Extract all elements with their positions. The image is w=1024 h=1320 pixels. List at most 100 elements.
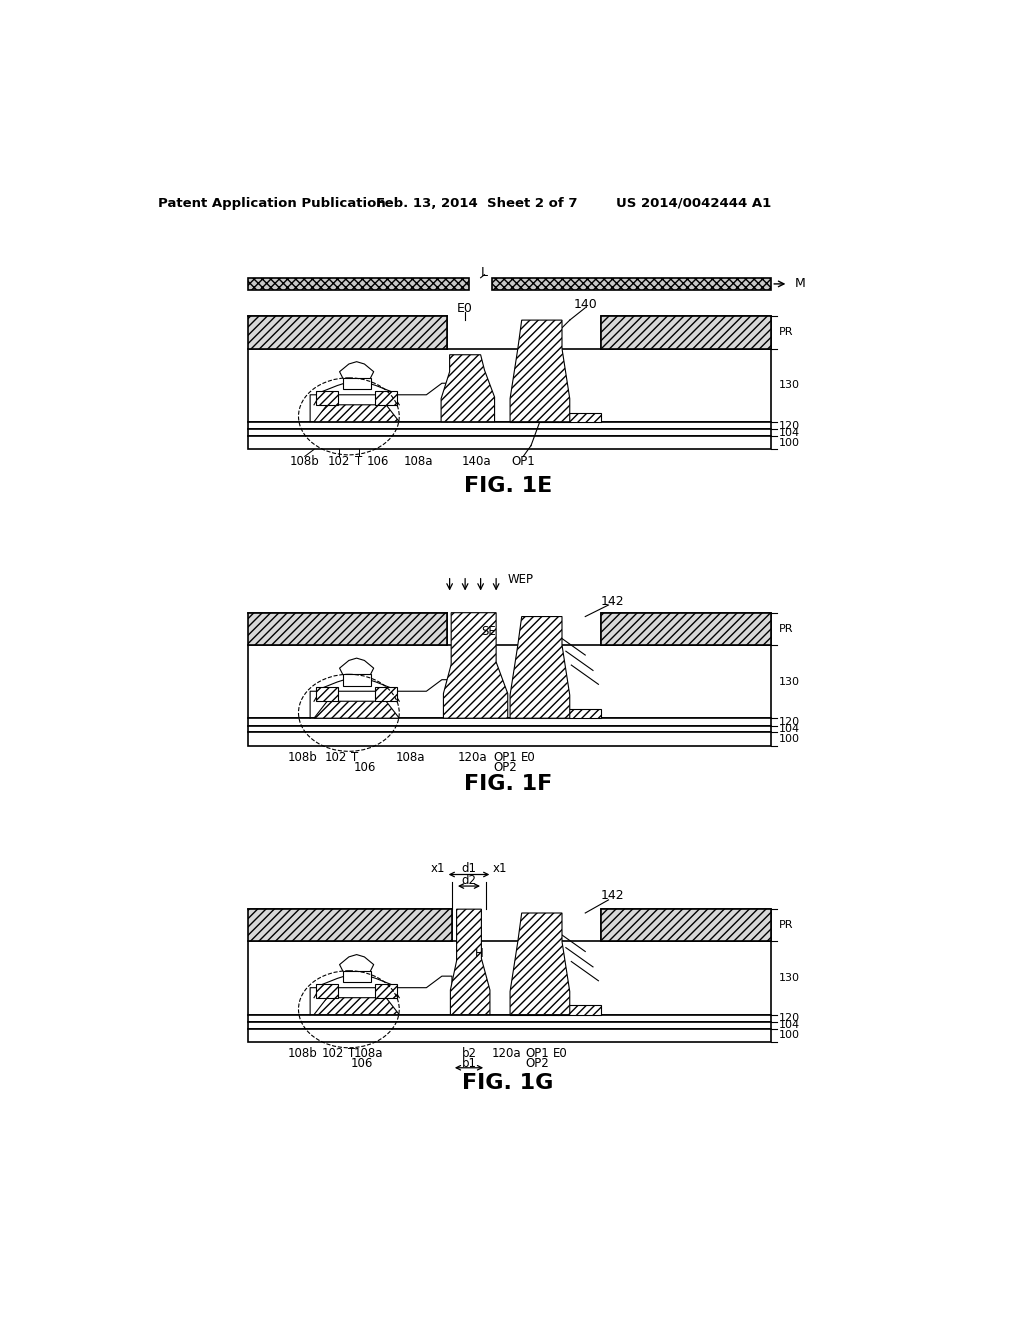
Text: FIG. 1E: FIG. 1E (464, 475, 552, 495)
Bar (248, 718, 771, 726)
Text: 140: 140 (573, 298, 597, 312)
Text: x1: x1 (493, 862, 507, 875)
Bar (601, 317, 771, 348)
Text: 130: 130 (779, 677, 800, 686)
Text: 104: 104 (779, 723, 800, 734)
Text: OP2: OP2 (494, 760, 517, 774)
Bar (248, 317, 447, 348)
Text: 108b: 108b (290, 454, 319, 467)
Text: OP2: OP2 (525, 1057, 549, 1071)
Text: 130: 130 (779, 973, 800, 983)
Text: 120: 120 (779, 421, 800, 430)
Bar (248, 612, 447, 645)
Bar (248, 733, 771, 746)
Bar (375, 391, 397, 405)
Text: 140a: 140a (462, 454, 492, 467)
Text: US 2014/0042444 A1: US 2014/0042444 A1 (616, 197, 771, 210)
Text: 108a: 108a (403, 454, 433, 467)
Text: d1: d1 (462, 862, 476, 875)
Text: 102: 102 (328, 454, 350, 467)
Text: 104: 104 (779, 1020, 800, 1031)
Text: 106: 106 (367, 454, 389, 467)
Bar (248, 909, 452, 941)
Text: 104: 104 (779, 428, 800, 437)
Text: FIG. 1G: FIG. 1G (462, 1073, 553, 1093)
Polygon shape (451, 909, 489, 1015)
Text: L: L (481, 265, 488, 279)
Bar (343, 970, 371, 982)
Text: 120a: 120a (492, 1047, 521, 1060)
Text: 108a: 108a (396, 751, 426, 764)
Bar (248, 1022, 771, 1028)
Text: PR: PR (779, 920, 794, 931)
Text: 100: 100 (779, 734, 800, 744)
Text: 108a: 108a (353, 1047, 383, 1060)
Polygon shape (441, 355, 495, 422)
Bar (248, 348, 771, 422)
Text: 120: 120 (779, 717, 800, 727)
Text: d2: d2 (462, 874, 476, 887)
Text: 100: 100 (779, 437, 800, 447)
Bar (343, 675, 371, 686)
Bar (248, 1028, 771, 1043)
Bar (248, 726, 771, 733)
Text: b1: b1 (462, 1057, 476, 1071)
Bar (248, 645, 771, 718)
Text: PR: PR (779, 327, 794, 338)
Bar (601, 909, 771, 941)
Bar (248, 422, 771, 429)
Text: 142: 142 (600, 594, 625, 607)
Bar (558, 1006, 601, 1015)
Bar (601, 909, 771, 941)
Text: Feb. 13, 2014  Sheet 2 of 7: Feb. 13, 2014 Sheet 2 of 7 (376, 197, 578, 210)
Polygon shape (510, 321, 569, 422)
Text: E0: E0 (457, 302, 473, 315)
Text: 102: 102 (325, 751, 347, 764)
Bar (558, 412, 601, 422)
Polygon shape (443, 612, 508, 718)
Text: E0: E0 (520, 751, 536, 764)
Bar (316, 688, 338, 701)
Bar (316, 983, 338, 998)
Bar (375, 983, 397, 998)
Bar (248, 429, 771, 436)
Text: 106: 106 (351, 1057, 373, 1071)
Text: OP1: OP1 (511, 454, 536, 467)
Polygon shape (510, 616, 569, 718)
Text: b2: b2 (462, 1047, 476, 1060)
Polygon shape (314, 405, 399, 422)
Text: 102: 102 (322, 1047, 344, 1060)
Text: 108b: 108b (288, 751, 317, 764)
Text: H: H (475, 948, 483, 961)
Bar (248, 1015, 771, 1022)
Text: 120a: 120a (458, 751, 487, 764)
Bar (601, 612, 771, 645)
Polygon shape (510, 913, 569, 1015)
Bar (558, 709, 601, 718)
Polygon shape (314, 998, 399, 1015)
Text: 130: 130 (779, 380, 800, 391)
Bar (601, 612, 771, 645)
Text: 142: 142 (600, 888, 625, 902)
Bar (601, 317, 771, 348)
Bar (375, 688, 397, 701)
Polygon shape (314, 701, 399, 718)
Text: OP1: OP1 (494, 751, 517, 764)
Text: 108b: 108b (288, 1047, 317, 1060)
Bar (248, 941, 771, 1015)
Bar (248, 436, 771, 450)
Text: T: T (348, 1047, 355, 1060)
Text: 120: 120 (779, 1014, 800, 1023)
Text: 106: 106 (353, 760, 376, 774)
Text: 100: 100 (779, 1031, 800, 1040)
Text: FIG. 1F: FIG. 1F (464, 775, 552, 795)
Text: OP1: OP1 (525, 1047, 549, 1060)
Bar (248, 277, 469, 290)
Text: T: T (351, 751, 358, 764)
Bar (493, 277, 771, 290)
Bar (343, 378, 371, 389)
Text: T: T (355, 454, 362, 467)
Text: Patent Application Publication: Patent Application Publication (158, 197, 385, 210)
Text: x1: x1 (431, 862, 445, 875)
Text: E0: E0 (553, 1047, 568, 1060)
